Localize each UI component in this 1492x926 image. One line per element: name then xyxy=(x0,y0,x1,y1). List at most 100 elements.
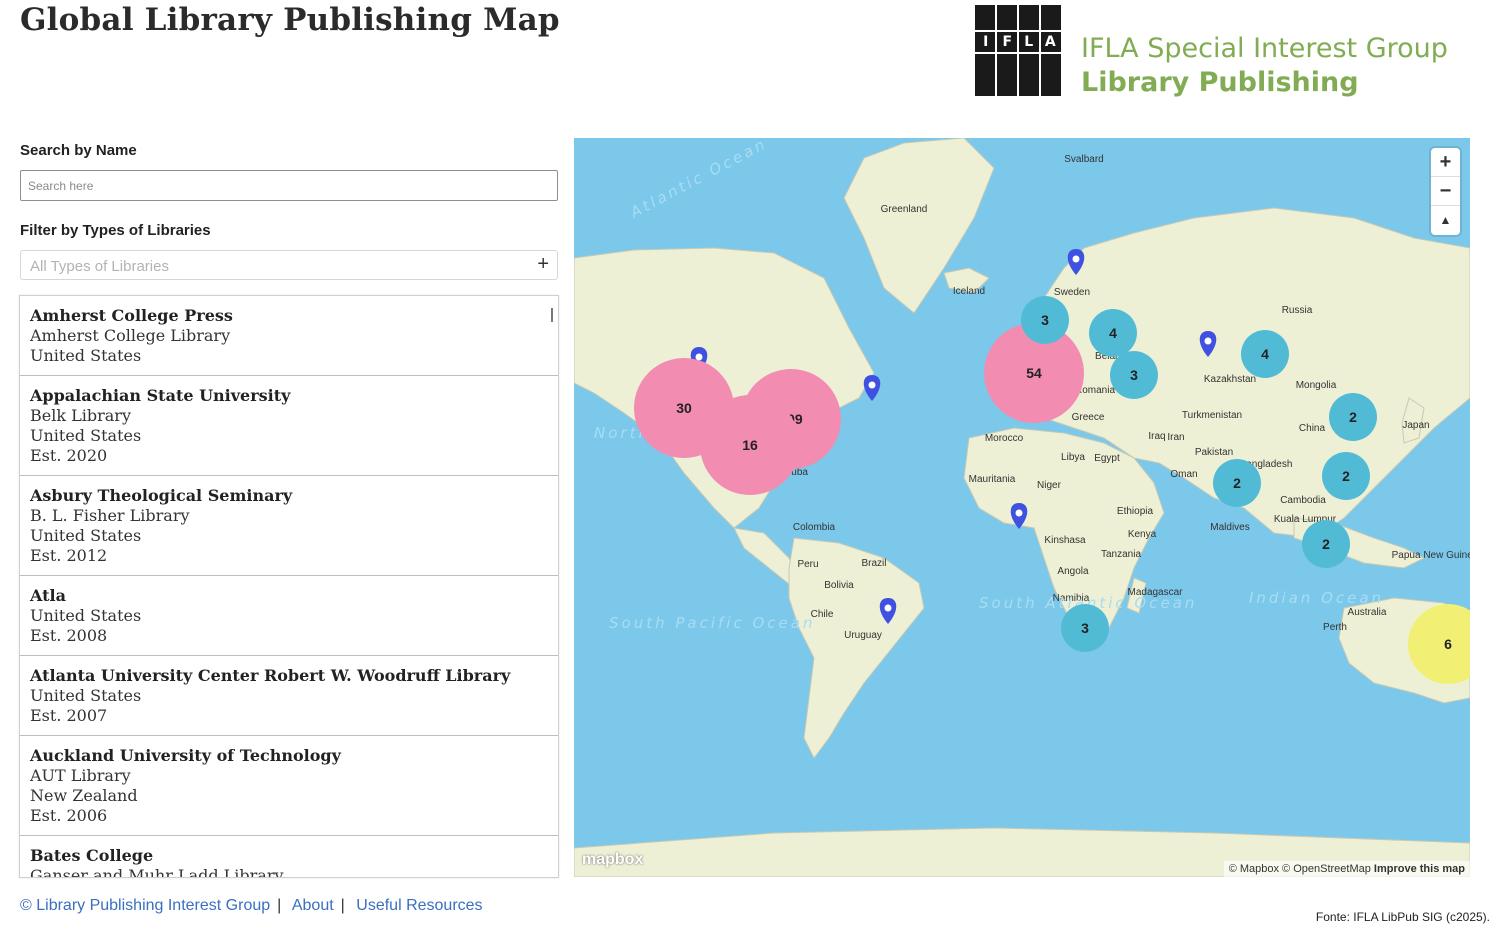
map-place-label: Greece xyxy=(1072,412,1105,423)
sig-subtitle: Library Publishing xyxy=(1081,67,1359,98)
result-name: Atlanta University Center Robert W. Wood… xyxy=(30,666,511,685)
about-link[interactable]: About xyxy=(291,897,334,914)
result-item[interactable]: Bates College Ganser and Muhr Ladd Librar… xyxy=(20,836,558,878)
location-pin-icon[interactable] xyxy=(1199,331,1217,357)
compass-button[interactable]: ▲ xyxy=(1439,213,1452,227)
cluster-count: 2 xyxy=(1233,475,1241,491)
location-pin-icon[interactable] xyxy=(1010,503,1028,529)
result-item[interactable]: Atla United States Est. 2008 xyxy=(20,576,558,656)
map-place-label: Mongolia xyxy=(1296,380,1337,391)
map-place-label: Chile xyxy=(811,609,834,620)
map-controls[interactable]: + − ▲ xyxy=(1431,148,1460,235)
map-place-label: Bangladesh xyxy=(1240,459,1293,470)
result-line: Est. 2020 xyxy=(30,446,108,465)
map-place-label: Oman xyxy=(1170,469,1197,480)
map-place-label: Sweden xyxy=(1054,287,1090,298)
result-name: Atla xyxy=(30,586,66,605)
cluster-count: 30 xyxy=(676,400,692,416)
result-item[interactable]: Appalachian State University Belk Library… xyxy=(20,376,558,476)
copyright-link[interactable]: © Library Publishing Interest Group xyxy=(20,897,271,914)
map-cluster[interactable]: 16 xyxy=(700,395,800,495)
result-line: United States xyxy=(30,426,142,445)
map-place-label: Peru xyxy=(797,559,818,570)
japan-land xyxy=(1401,397,1425,444)
map-place-label: Maldives xyxy=(1210,522,1249,533)
cluster-count: 4 xyxy=(1109,325,1117,341)
map-place-label: Greenland xyxy=(881,204,928,215)
map-cluster[interactable]: 54 xyxy=(984,323,1084,423)
cluster-count: 16 xyxy=(742,437,758,453)
map-cluster[interactable]: 3 xyxy=(1021,296,1069,344)
map-place-label: Australia xyxy=(1348,607,1387,618)
map-cluster[interactable]: 2 xyxy=(1329,393,1377,441)
cluster-count: 3 xyxy=(1081,620,1089,636)
result-item[interactable]: Amherst College Press Amherst College Lib… xyxy=(20,296,558,376)
search-label: Search by Name xyxy=(20,142,137,159)
map-attribution: © Mapbox © OpenStreetMap Improve this ma… xyxy=(1223,861,1470,877)
map-cluster[interactable]: 2 xyxy=(1213,459,1261,507)
map-place-label: Angola xyxy=(1057,566,1089,577)
zoom-out-button[interactable]: − xyxy=(1431,177,1460,206)
result-item[interactable]: Atlanta University Center Robert W. Wood… xyxy=(20,656,558,736)
zoom-in-button[interactable]: + xyxy=(1431,148,1460,177)
madagascar-land xyxy=(1126,577,1147,614)
map-place-label: Pakistan xyxy=(1195,447,1233,458)
map-place-label: Kuala Lumpur xyxy=(1274,514,1337,525)
map-place-label: Brazil xyxy=(861,558,886,569)
library-type-filter[interactable]: All Types of Libraries + xyxy=(20,250,558,280)
map-cluster[interactable]: 4 xyxy=(1241,330,1289,378)
south-america-land xyxy=(788,537,925,759)
world-map[interactable]: SvalbardGreenlandIcelandSwedenRussiaBela… xyxy=(574,138,1470,877)
map-cluster[interactable]: 3 xyxy=(1110,351,1158,399)
map-place-label: Colombia xyxy=(793,522,836,533)
filter-label: Filter by Types of Libraries xyxy=(20,222,211,239)
result-line: Est. 2006 xyxy=(30,806,108,825)
result-line: United States xyxy=(30,606,142,625)
map-place-label: Egypt xyxy=(1094,453,1120,464)
map-place-label: Papua New Guinea xyxy=(1392,550,1470,561)
improve-map-link[interactable]: Improve this map xyxy=(1373,863,1465,875)
map-cluster[interactable]: 4 xyxy=(1089,309,1137,357)
map-cluster[interactable]: 2 xyxy=(1302,520,1350,568)
cluster-count: 54 xyxy=(1026,365,1042,381)
map-place-label: Kinshasa xyxy=(1044,535,1086,546)
location-pin-icon[interactable] xyxy=(863,375,881,401)
cluster-count: 2 xyxy=(1342,468,1350,484)
result-item[interactable]: Auckland University of Technology AUT Lib… xyxy=(20,736,558,836)
sig-title: IFLA Special Interest Group xyxy=(1081,33,1448,64)
attribution-text: © Mapbox © OpenStreetMap xyxy=(1228,863,1371,875)
map-cluster[interactable]: 6 xyxy=(1408,604,1470,684)
result-name: Amherst College Press xyxy=(30,306,233,325)
map-ocean-label: South Pacific Ocean xyxy=(609,614,815,632)
map-place-label: Kenya xyxy=(1128,529,1157,540)
map-place-label: Libya xyxy=(1061,452,1085,463)
page-title: Global Library Publishing Map xyxy=(20,2,560,38)
result-line: Belk Library xyxy=(30,406,131,425)
location-pin-icon[interactable] xyxy=(1067,249,1085,275)
result-line: Est. 2008 xyxy=(30,626,108,645)
map-place-label: Uruguay xyxy=(844,630,882,641)
result-line: Ganser and Muhr Ladd Library xyxy=(30,866,284,878)
map-place-label: Perth xyxy=(1323,622,1347,633)
map-cluster[interactable]: 3 xyxy=(1061,604,1109,652)
logo-letter: A xyxy=(1044,34,1056,50)
useful-resources-link[interactable]: Useful Resources xyxy=(356,897,483,914)
results-list[interactable]: Amherst College Press Amherst College Lib… xyxy=(19,295,559,878)
filter-placeholder: All Types of Libraries xyxy=(30,258,169,275)
result-line: Est. 2007 xyxy=(30,706,108,725)
result-item[interactable]: Asbury Theological Seminary B. L. Fisher … xyxy=(20,476,558,576)
logo-letter: F xyxy=(1002,34,1013,50)
map[interactable]: SvalbardGreenlandIcelandSwedenRussiaBela… xyxy=(574,138,1470,877)
plus-icon[interactable]: + xyxy=(537,253,549,275)
location-pin-icon[interactable] xyxy=(879,598,897,624)
mapbox-logo[interactable]: mapbox xyxy=(582,851,644,868)
scrollbar-thumb[interactable] xyxy=(551,308,553,322)
cluster-count: 3 xyxy=(1041,312,1049,328)
result-name: Bates College xyxy=(30,846,154,865)
result-line: New Zealand xyxy=(30,786,138,805)
map-cluster[interactable]: 2 xyxy=(1322,452,1370,500)
result-line: B. L. Fisher Library xyxy=(30,506,190,525)
search-input[interactable] xyxy=(20,170,558,201)
map-ocean-label: Indian Ocean xyxy=(1249,589,1384,607)
map-place-label: Kazakhstan xyxy=(1204,374,1256,385)
